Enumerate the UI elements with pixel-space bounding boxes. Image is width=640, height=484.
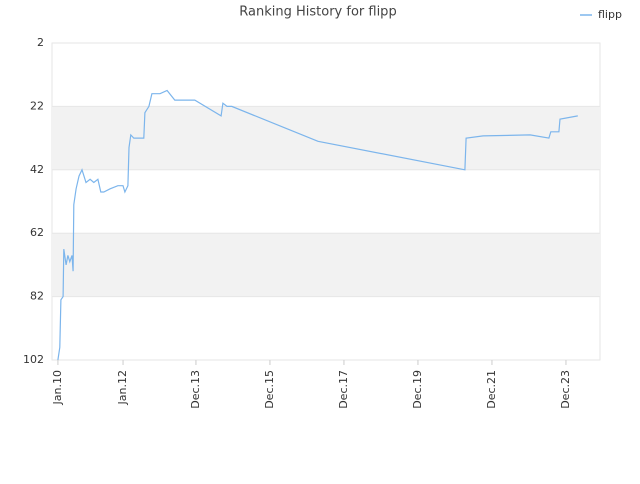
y-tick-label: 2 — [37, 36, 44, 49]
y-tick-label: 82 — [30, 290, 44, 303]
x-tick-label: Dec.23 — [559, 370, 572, 409]
y-tick-label: 62 — [30, 226, 44, 239]
plot-area — [51, 42, 601, 361]
x-tick-label: Dec.19 — [411, 370, 424, 409]
legend-label: flipp — [598, 8, 622, 21]
x-tick-label: Dec.17 — [337, 370, 350, 409]
x-tick-label: Dec.15 — [263, 370, 276, 409]
grid-band — [52, 233, 600, 297]
x-tick-label: Jan.12 — [116, 370, 129, 405]
x-tick-label: Dec.13 — [189, 370, 202, 409]
x-tick-label: Jan.10 — [51, 370, 64, 405]
y-tick-label: 42 — [30, 163, 44, 176]
x-tick-label: Dec.21 — [485, 370, 498, 409]
chart-title: Ranking History for flipp — [239, 5, 396, 20]
data-line — [57, 89, 578, 361]
y-tick-label: 102 — [23, 353, 44, 366]
y-tick-label: 22 — [30, 99, 44, 112]
